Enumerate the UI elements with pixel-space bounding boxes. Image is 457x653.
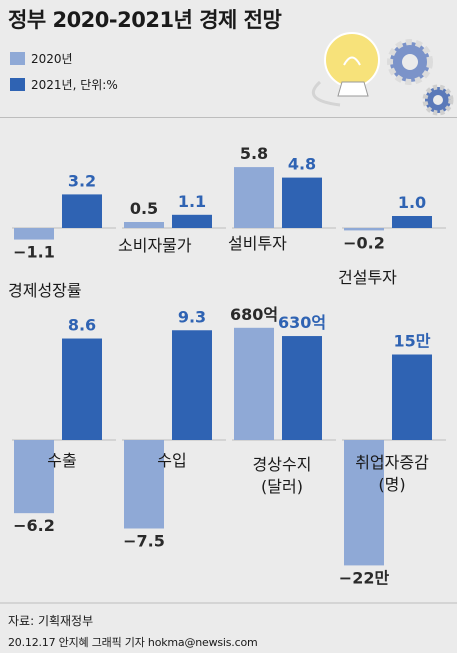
- bar-2020년: [234, 327, 274, 440]
- chart-title: 정부 2020-2021년 경제 전망: [8, 8, 282, 32]
- bar-2021년: [62, 194, 102, 228]
- bar-2020년: [124, 222, 164, 228]
- category-label: 수입: [157, 451, 186, 470]
- data-label: 0.5: [130, 199, 158, 218]
- bar-2020년: [234, 167, 274, 228]
- data-label: 9.3: [178, 307, 206, 326]
- credit-line: 20.12.17 안지혜 그래픽 기자 hokma@newsis.com: [8, 636, 258, 649]
- data-label: −22만: [339, 568, 390, 587]
- category-label: 소비자물가: [118, 236, 192, 255]
- lightbulb-gears-illustration: [311, 32, 454, 116]
- source-note: 자료: 기획재정부: [8, 614, 94, 628]
- bar-2021년: [282, 177, 322, 228]
- data-label: −0.2: [343, 233, 385, 252]
- category-label: (명): [378, 475, 405, 494]
- data-label: 8.6: [68, 316, 96, 335]
- data-label: 630억: [278, 313, 326, 332]
- category-label: 수출: [47, 451, 76, 470]
- data-label: 15만: [394, 332, 431, 351]
- bar-2020년: [124, 440, 164, 529]
- category-label: 취업자증감: [355, 453, 429, 472]
- legend-swatch-2020: [10, 52, 25, 65]
- bar-2020년: [344, 228, 384, 231]
- legend-2021: 2021년, 단위:%: [10, 76, 118, 93]
- bar-2021년: [172, 330, 212, 440]
- category-label: 설비투자: [228, 234, 287, 253]
- data-label: −7.5: [123, 532, 165, 551]
- bar-2021년: [62, 338, 102, 440]
- bar-2021년: [282, 336, 322, 440]
- data-label: 3.2: [68, 171, 96, 190]
- data-label: −1.1: [13, 243, 55, 262]
- data-label: 1.0: [398, 193, 426, 212]
- legend-swatch-2021: [10, 78, 25, 91]
- bar-2021년: [392, 216, 432, 228]
- category-label: (달러): [261, 477, 303, 496]
- bar-2020년: [14, 228, 54, 240]
- data-label: 1.1: [178, 192, 206, 211]
- data-label: −6.2: [13, 516, 55, 535]
- data-label: 5.8: [240, 144, 268, 163]
- legend-label-2020: 2020년: [31, 52, 73, 66]
- top-rule: [0, 117, 457, 118]
- category-label: 건설투자: [338, 268, 397, 287]
- bar-2021년: [172, 214, 212, 228]
- legend-2020: 2020년: [10, 50, 73, 67]
- category-label: 경제성장률: [8, 281, 82, 300]
- bar-2020년: [14, 440, 54, 514]
- bar-2020년: [344, 440, 384, 566]
- category-label: 경상수지: [253, 455, 312, 474]
- bar-2021년: [392, 354, 432, 440]
- legend-label-2021: 2021년, 단위:%: [31, 78, 118, 92]
- data-label: 4.8: [288, 155, 316, 174]
- data-label: 680억: [230, 305, 278, 324]
